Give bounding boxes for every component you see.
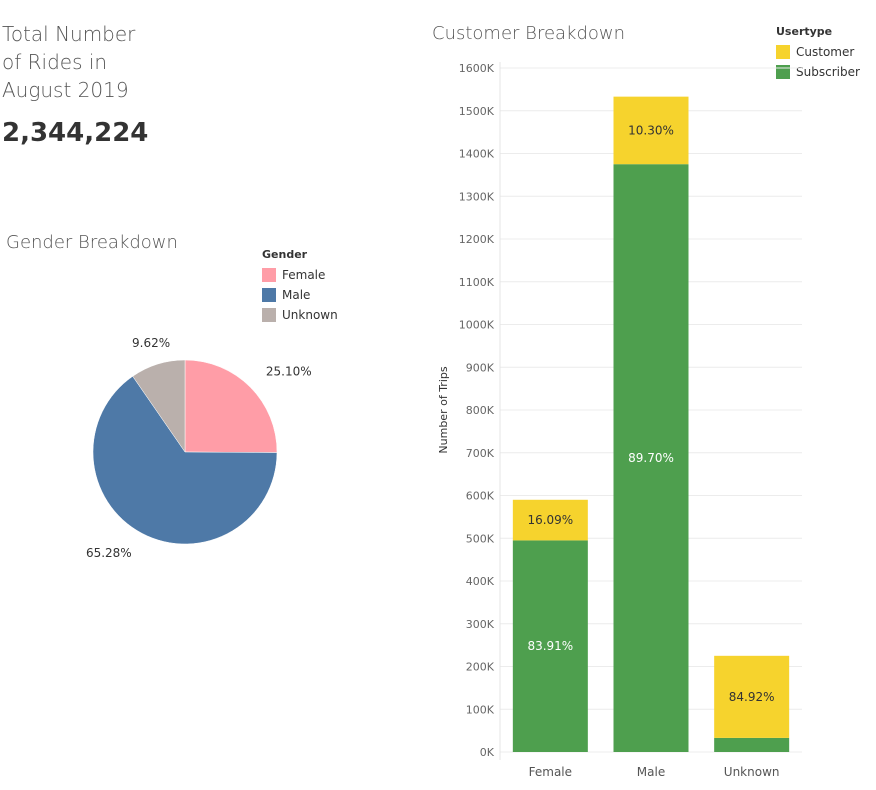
y-tick-label: 300K [466,618,495,631]
bar-data-label: 10.30% [628,123,674,137]
legend-swatch [776,45,790,59]
gender-legend: Gender Female Male Unknown [262,248,338,325]
bar-data-label: 83.91% [527,639,573,653]
legend-swatch [262,288,276,302]
pie-slice-female[interactable] [184,359,278,453]
legend-swatch [776,65,790,79]
total-rides-value: 2,344,224 [2,118,149,148]
usertype-legend-title: Usertype [776,25,833,38]
gender-legend-item-male[interactable]: Male [262,285,338,305]
y-tick-label: 1100K [459,276,495,289]
y-axis-label: Number of Trips [437,366,450,453]
pie-label-unknown: 9.62% [132,336,170,350]
gender-legend-item-female[interactable]: Female [262,265,338,285]
y-tick-label: 600K [466,490,495,503]
pie-slice-male[interactable] [92,375,278,545]
y-tick-label: 100K [466,703,495,716]
y-tick-label: 500K [466,532,495,545]
usertype-legend-item-customer[interactable]: Customer [776,42,860,62]
bar-male-customer[interactable] [613,96,689,165]
y-tick-label: 0K [480,746,495,759]
gender-legend-title: Gender [262,248,308,261]
legend-label: Female [282,268,326,282]
x-tick-label: Male [637,765,665,779]
legend-label: Male [282,288,311,302]
bar-female-subscriber[interactable] [512,540,588,752]
y-tick-label: 1000K [459,319,495,332]
y-tick-label: 900K [466,361,495,374]
customer-chart-title: Customer Breakdown [432,23,626,44]
pie-label-female: 25.10% [266,365,312,379]
gender-chart-title: Gender Breakdown [6,232,178,253]
bar-unknown-customer[interactable] [714,655,790,738]
y-tick-label: 1300K [459,190,495,203]
gender-pie-chart: 25.10% 65.28% 9.62% [86,336,312,560]
pie-slice-unknown[interactable] [132,359,186,453]
y-tick-label: 1600K [459,62,495,75]
bar-unknown-subscriber[interactable] [714,737,790,752]
bar-data-label: 16.09% [527,513,573,527]
y-tick-label: 1400K [459,148,495,161]
legend-label: Subscriber [796,65,860,79]
bar-male-subscriber[interactable] [613,164,689,752]
y-tick-label: 1500K [459,105,495,118]
y-tick-label: 200K [466,661,495,674]
x-tick-label: Unknown [724,765,780,779]
y-tick-label: 1200K [459,233,495,246]
legend-label: Unknown [282,308,338,322]
total-rides-title: Total Number of Rides in August 2019 [2,22,136,102]
bar-female-customer[interactable] [512,499,588,541]
legend-swatch [262,308,276,322]
y-tick-label: 700K [466,447,495,460]
usertype-legend: Usertype Customer Subscriber [776,25,860,82]
bar-data-label: 84.92% [729,690,775,704]
legend-label: Customer [796,45,855,59]
legend-swatch [262,268,276,282]
pie-label-male: 65.28% [86,546,132,560]
y-tick-label: 800K [466,404,495,417]
bar-data-label: 89.70% [628,451,674,465]
y-tick-label: 400K [466,575,495,588]
x-tick-label: Female [529,765,572,779]
gender-legend-item-unknown[interactable]: Unknown [262,305,338,325]
usertype-legend-item-subscriber[interactable]: Subscriber [776,62,860,82]
